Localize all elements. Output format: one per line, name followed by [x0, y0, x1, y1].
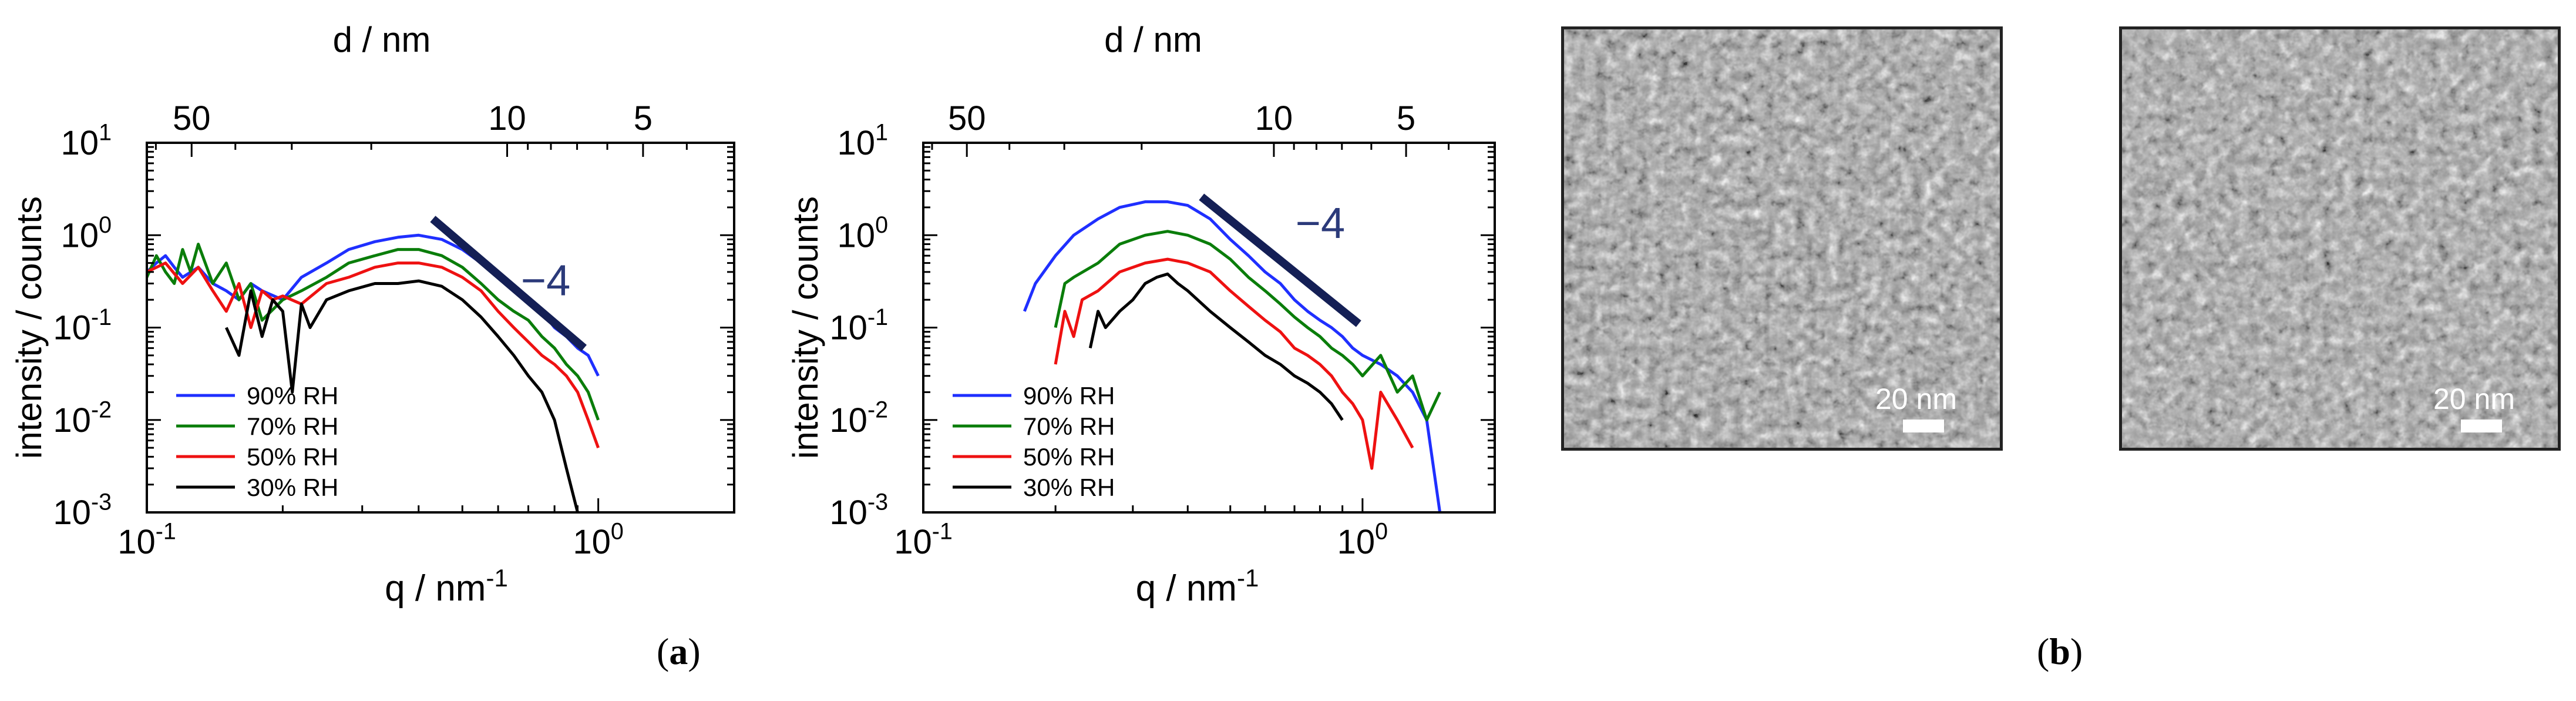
x-tick-label: 100 — [573, 519, 623, 561]
legend-label: 90% RH — [1023, 382, 1115, 410]
top-tick-label: 5 — [634, 99, 653, 137]
y-tick-label: 100 — [61, 212, 112, 254]
panel-label-b: (b) — [2037, 630, 2083, 672]
series-line-30-rh — [225, 279, 579, 512]
x-axis-title: q / nm-1 — [385, 564, 508, 609]
series-line-70-rh — [1054, 230, 1441, 422]
slope-line — [1199, 193, 1361, 327]
tem-texture-2 — [2122, 29, 2558, 448]
y-tick-label: 100 — [838, 212, 888, 254]
x-axis-title: q / nm-1 — [1136, 564, 1259, 609]
y-axis-title: intensity / counts — [786, 196, 825, 459]
top-tick-label: 50 — [948, 99, 986, 137]
top-tick-label: 5 — [1397, 99, 1415, 137]
series-line-30-rh — [1088, 272, 1344, 421]
legend-label: 30% RH — [1023, 474, 1115, 501]
y-tick-label: 10-1 — [829, 304, 888, 347]
legend-label: 30% RH — [247, 474, 338, 501]
y-tick-label: 10-2 — [829, 397, 888, 439]
y-tick-label: 10-2 — [53, 397, 112, 439]
series-line-90-rh — [1023, 200, 1442, 512]
x-tick-label: 10-1 — [894, 519, 953, 561]
slope-line — [430, 216, 587, 351]
legend-label: 90% RH — [247, 382, 338, 410]
top-axis-title: d / nm — [1104, 20, 1202, 59]
series-group — [1023, 200, 1442, 512]
tem-image-2: 20 nm — [2119, 26, 2561, 451]
series-line-50-rh — [1054, 257, 1414, 470]
slope-label: −4 — [1296, 199, 1345, 247]
tem-image-1: 20 nm — [1561, 26, 2003, 451]
top-axis-title: d / nm — [333, 20, 431, 59]
legend-label: 70% RH — [247, 412, 338, 440]
panel-label-a: (a) — [657, 630, 701, 672]
x-tick-label: 10-1 — [117, 519, 176, 561]
y-axis-title: intensity / counts — [9, 196, 49, 459]
y-tick-label: 10-3 — [53, 489, 112, 532]
y-tick-label: 10-3 — [829, 489, 888, 532]
scale-bar-2 — [2461, 420, 2502, 432]
top-tick-label: 10 — [488, 99, 526, 137]
y-tick-label: 101 — [61, 120, 112, 162]
legend-label: 50% RH — [1023, 443, 1115, 471]
y-tick-label: 101 — [838, 120, 888, 162]
legend-label: 50% RH — [247, 443, 338, 471]
series-line-70-rh — [147, 243, 600, 421]
scale-bar-1 — [1903, 420, 1944, 432]
top-tick-label: 50 — [173, 99, 211, 137]
scale-label-2: 20 nm — [2433, 383, 2515, 415]
scale-label-1: 20 nm — [1875, 383, 1957, 415]
slope-label: −4 — [521, 256, 570, 305]
x-tick-label: 100 — [1337, 519, 1388, 561]
top-tick-label: 10 — [1255, 99, 1293, 137]
legend-label: 70% RH — [1023, 412, 1115, 440]
tem-texture-1 — [1564, 29, 2000, 448]
series-line-50-rh — [147, 261, 600, 448]
y-tick-label: 10-1 — [53, 304, 112, 347]
